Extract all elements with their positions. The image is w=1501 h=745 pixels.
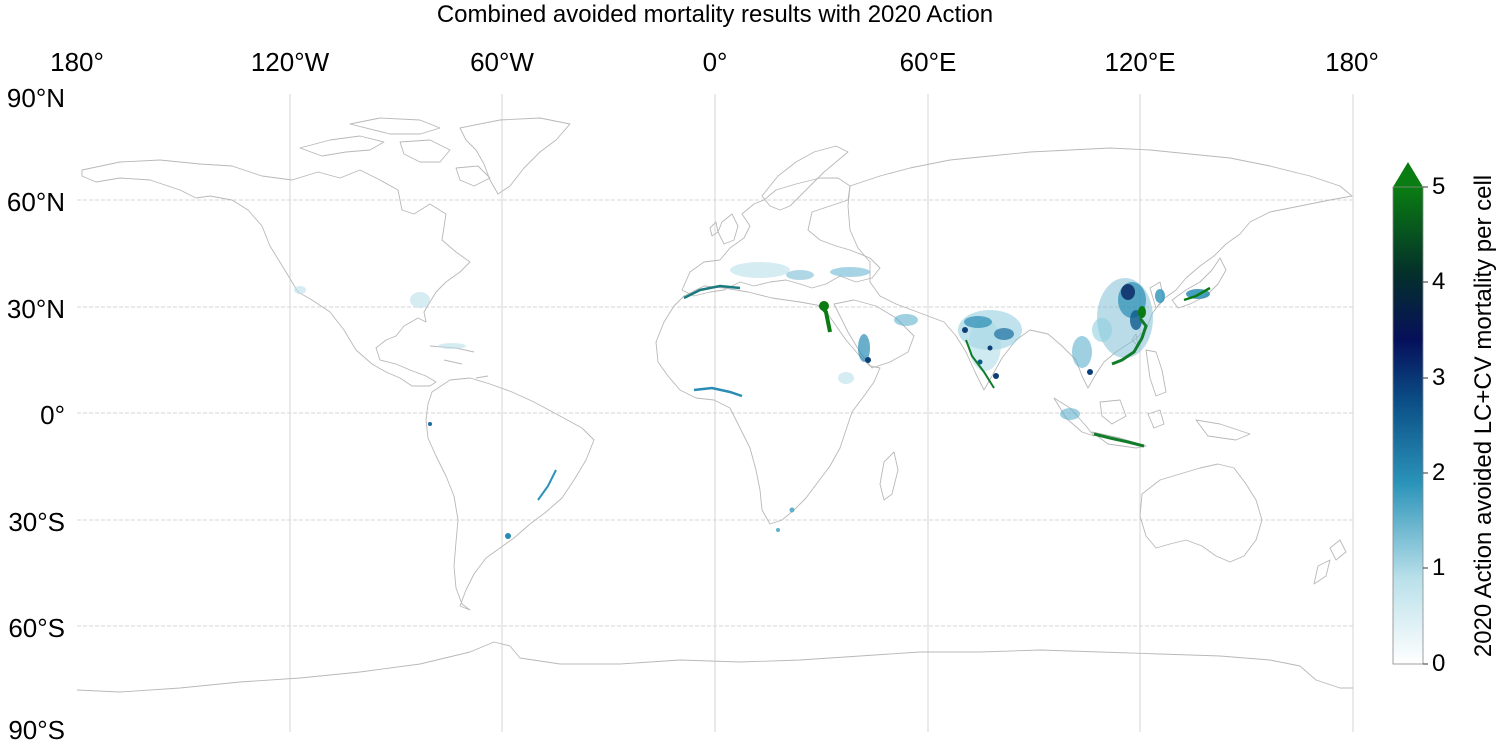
asia-outline	[847, 147, 1353, 391]
antarctica-outline	[76, 641, 1353, 693]
british-isles-outline	[709, 213, 739, 245]
colorbar-tick-4: 4	[1432, 268, 1446, 295]
graticule	[77, 94, 1354, 732]
africa-outline	[655, 285, 881, 525]
new-zealand-outline	[1313, 539, 1347, 585]
lat-label-0: 0°	[40, 400, 65, 430]
arabia-outline	[833, 299, 915, 369]
lat-label-90s: 90°S	[8, 715, 65, 745]
hotspot-north-america	[410, 292, 430, 308]
indonesia-outline	[1053, 397, 1251, 449]
lon-label-60w: 60°W	[470, 47, 534, 77]
lon-label-180w: 180°	[50, 47, 104, 77]
hotspot-europe	[730, 262, 790, 278]
coastlines	[76, 117, 1353, 693]
madagascar-outline	[879, 451, 899, 501]
lat-label-90n: 90°N	[6, 83, 65, 113]
map-title: Combined avoided mortality results with …	[436, 1, 994, 28]
north-america-outline	[81, 159, 471, 387]
hotspot-west-africa	[693, 386, 743, 398]
hotspot-brazil-coast	[537, 469, 557, 501]
hotspot-java	[1093, 432, 1145, 448]
lat-label-60s: 60°S	[8, 613, 65, 643]
scandinavia-outline	[761, 145, 849, 211]
lon-label-120e: 120°E	[1104, 47, 1176, 77]
colorbar-tick-0: 0	[1432, 650, 1446, 677]
colorbar-tick-5: 5	[1432, 173, 1446, 200]
hotspot-southeast-asia	[1072, 336, 1092, 368]
colorbar-tick-2: 2	[1432, 459, 1446, 486]
greenland-outline	[459, 117, 571, 195]
colorbar-gradient	[1392, 186, 1424, 665]
lat-label-60n: 60°N	[6, 187, 65, 217]
colorbar-tick-3: 3	[1432, 364, 1446, 391]
colorbar-extend-arrow	[1393, 162, 1423, 187]
south-america-outline	[425, 377, 595, 611]
colorbar-label: 2020 Action avoided LC+CV mortality per …	[1470, 174, 1497, 658]
lat-label-30n: 30°N	[6, 294, 65, 324]
arctic-islands-outline	[299, 117, 491, 187]
colorbar-tick-1: 1	[1432, 554, 1446, 581]
europe-outline	[681, 177, 881, 297]
lon-label-120w: 120°W	[250, 47, 330, 77]
hotspot-north-africa	[683, 284, 741, 300]
mortality-hotspots	[294, 262, 1211, 539]
lat-label-30s: 30°S	[8, 507, 65, 537]
colorbar	[1392, 162, 1428, 665]
caribbean-outline	[429, 345, 489, 379]
lon-label-0: 0°	[702, 47, 728, 77]
australia-outline	[1139, 463, 1263, 563]
lon-label-180e: 180°	[1325, 47, 1379, 77]
lon-label-60e: 60°E	[899, 47, 957, 77]
